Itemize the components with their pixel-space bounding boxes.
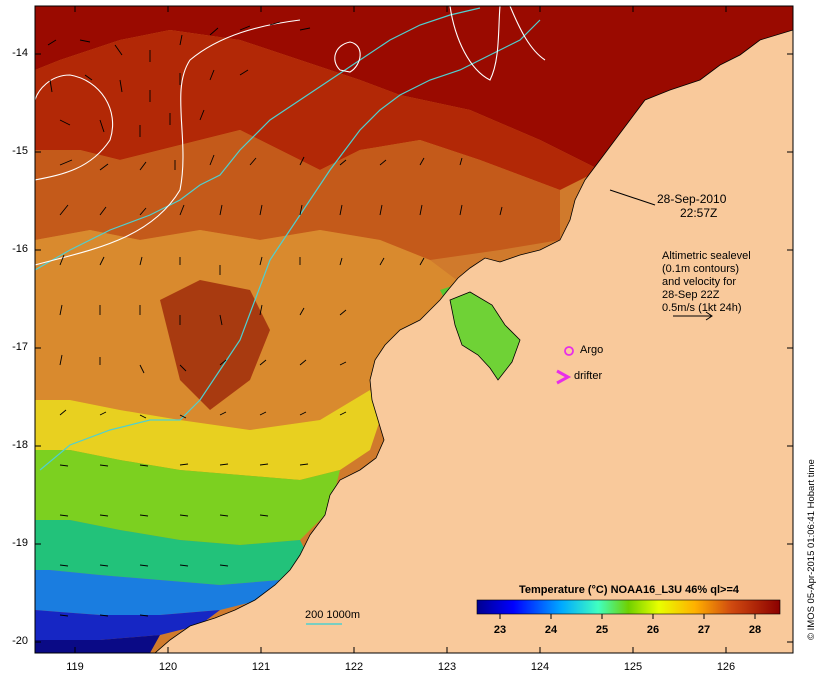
colorbar-tick-label: 24 <box>544 624 558 636</box>
lat-tick-label: -17 <box>12 341 28 353</box>
colorbar-tick-label: 23 <box>493 624 507 636</box>
argo-label: Argo <box>580 344 604 356</box>
argo-marker <box>564 346 574 356</box>
warm-water-region <box>35 6 793 180</box>
lat-tick-label: -18 <box>12 439 28 451</box>
colorbar-tick-label: 26 <box>646 624 660 636</box>
altimetry-note-line: Altimetric sealevel <box>662 250 751 262</box>
isobath-legend-label: 200 1000m <box>305 609 361 621</box>
colorbar-title: Temperature (°C) NOAA16_L3U 46% ql>=4 <box>519 584 739 596</box>
lat-tick-label: -20 <box>12 635 28 647</box>
lon-tick-label: 126 <box>716 661 736 673</box>
lon-tick-label: 124 <box>530 661 550 673</box>
isobath-line <box>35 7 481 271</box>
lat-tick-label: -15 <box>12 145 28 157</box>
altimetry-note-line: and velocity for <box>662 276 736 288</box>
credit-stamp: © IMOS 05-Apr-2015 01:06:41 Hobart time <box>806 459 817 640</box>
velocity-arrows <box>47 21 503 617</box>
lat-tick-label: -19 <box>12 537 28 549</box>
altimetry-note-line: (0.1m contours) <box>662 263 740 275</box>
colorbar <box>476 599 781 615</box>
lon-tick-label: 121 <box>251 661 271 673</box>
lon-tick-label: 123 <box>437 661 457 673</box>
image-date-label: 28-Sep-2010 <box>657 192 727 206</box>
colorbar-tick-label: 27 <box>697 624 711 636</box>
sealevel-contour <box>35 74 114 181</box>
map-frame <box>34 5 794 654</box>
date-pointer-line <box>609 189 656 206</box>
lon-tick-label: 119 <box>66 661 84 673</box>
altimetry-note-line: 28-Sep 22Z <box>662 289 720 301</box>
colorbar-tick-label: 25 <box>595 624 609 636</box>
image-time-label: 22:57Z <box>680 206 718 220</box>
drifter-marker <box>556 369 572 385</box>
lon-tick-label: 122 <box>344 661 364 673</box>
scale-arrow <box>673 311 713 321</box>
colorbar-tick-label: 28 <box>748 624 762 636</box>
lat-tick-label: -14 <box>12 47 28 59</box>
lon-tick-label: 120 <box>158 661 178 673</box>
altimetry-note-line: 0.5m/s (1kt 24h) <box>662 302 742 314</box>
lon-tick-label: 125 <box>623 661 643 673</box>
drifter-label: drifter <box>574 370 603 382</box>
cooler-water-region <box>35 390 380 480</box>
lat-tick-label: -16 <box>12 243 28 255</box>
